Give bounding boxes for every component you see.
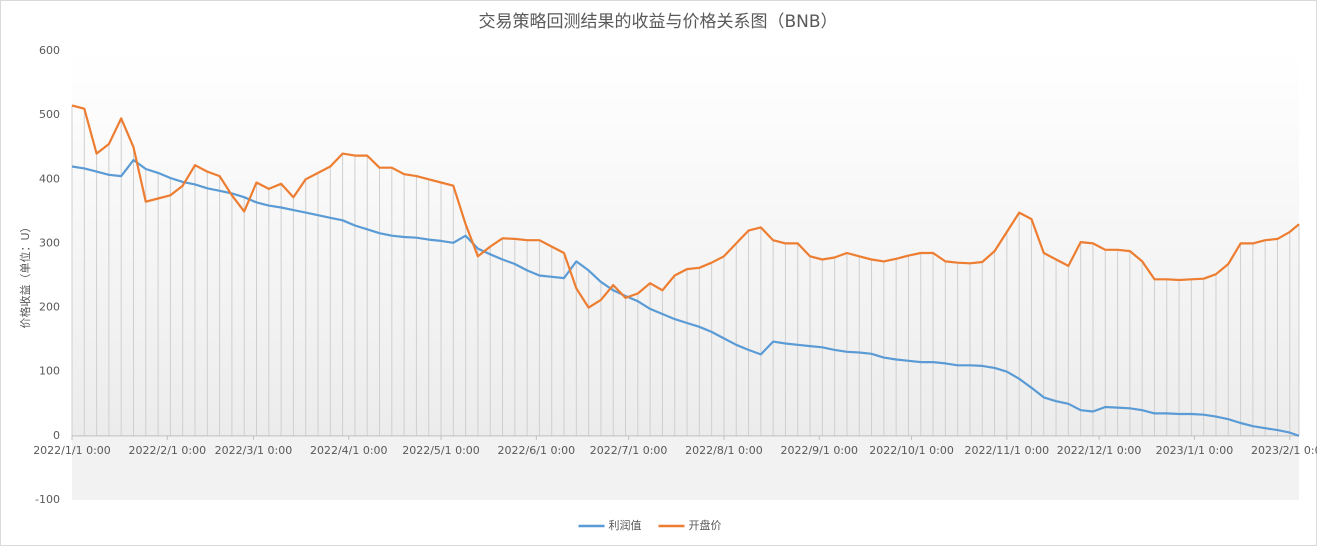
x-tick-label: 2022/4/1 0:00 xyxy=(310,444,388,457)
x-tick-label: 2022/6/1 0:00 xyxy=(498,444,576,457)
y-tick-label: 100 xyxy=(39,365,60,378)
x-tick-label: 2023/1/1 0:00 xyxy=(1156,444,1234,457)
y-tick-label: 0 xyxy=(53,429,60,442)
legend-label: 开盘价 xyxy=(689,518,722,532)
x-tick-label: 2022/9/1 0:00 xyxy=(780,444,858,457)
legend-label: 利润值 xyxy=(609,518,642,532)
x-tick-label: 2023/2/1 0:00 xyxy=(1251,444,1317,457)
y-axis-label: 价格收益（单位：U） xyxy=(18,221,32,328)
x-tick-label: 2022/8/1 0:00 xyxy=(685,444,763,457)
y-tick-label: 500 xyxy=(39,108,60,121)
x-tick-label: 2022/10/1 0:00 xyxy=(869,444,954,457)
y-tick-label: 300 xyxy=(39,236,60,249)
x-tick-label: 2022/12/1 0:00 xyxy=(1057,444,1142,457)
x-tick-label: 2022/2/1 0:00 xyxy=(129,444,207,457)
y-tick-label: -100 xyxy=(35,493,60,506)
y-tick-label: 400 xyxy=(39,172,60,185)
x-tick-label: 2022/5/1 0:00 xyxy=(402,444,480,457)
y-tick-label: 200 xyxy=(39,301,60,314)
series-line xyxy=(71,158,1300,437)
negative-band xyxy=(72,435,1299,500)
x-tick-label: 2022/1/1 0:00 xyxy=(33,444,111,457)
x-tick-label: 2022/7/1 0:00 xyxy=(590,444,668,457)
chart-title: 交易策略回测结果的收益与价格关系图（BNB） xyxy=(478,12,837,32)
y-tick-label: 600 xyxy=(39,44,60,57)
x-tick-label: 2022/3/1 0:00 xyxy=(215,444,293,457)
series-line xyxy=(71,104,1300,309)
x-tick-label: 2022/11/1 0:00 xyxy=(965,444,1050,457)
